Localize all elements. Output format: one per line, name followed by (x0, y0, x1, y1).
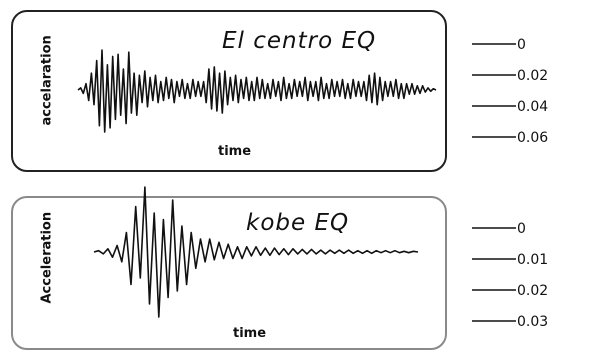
scale-label-0-3: 0.06 (517, 130, 548, 146)
kobe-xlabel: time (233, 326, 267, 341)
el-centro-xlabel: time (218, 144, 252, 159)
waveform-line-1 (93, 186, 419, 318)
waveform-line-0 (77, 49, 437, 133)
el-centro-scale: 0 0.02 0.04 0.06 (472, 37, 548, 146)
el-centro-waveform (77, 49, 437, 133)
scale-label-0-1: 0.02 (517, 68, 548, 84)
scale-label-0-0: 0 (517, 37, 526, 53)
scale-svg: 0 0.02 0.04 0.06 0 0.01 0.02 0.03 (472, 37, 548, 330)
kobe-scale: 0 0.01 0.02 0.03 (472, 221, 548, 330)
scale-label-1-2: 0.02 (517, 283, 548, 299)
scale-label-1-1: 0.01 (517, 252, 548, 268)
scale-label-0-2: 0.04 (517, 99, 548, 115)
scale-label-1-0: 0 (517, 221, 526, 237)
kobe-title: kobe EQ (246, 210, 350, 236)
el-centro-title: El centro EQ (222, 28, 377, 54)
kobe-waveform (93, 186, 419, 318)
kobe-panel (11, 196, 447, 350)
scale-label-1-3: 0.03 (517, 314, 548, 330)
